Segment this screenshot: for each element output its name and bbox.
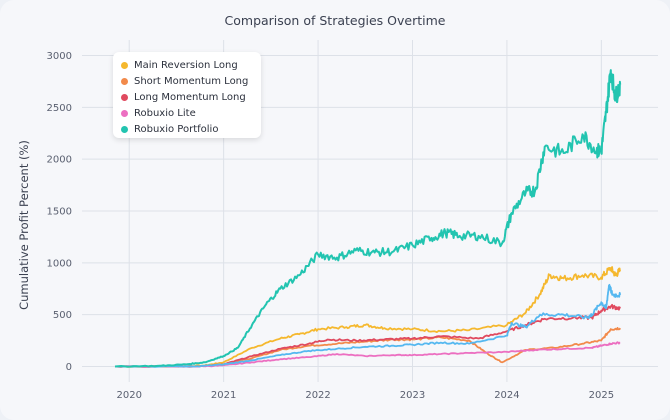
- legend-swatch: [121, 77, 128, 85]
- legend-swatch: [121, 109, 128, 117]
- y-tick-label: 3000: [47, 51, 72, 62]
- legend-item[interactable]: Main Reversion Long: [113, 57, 261, 73]
- y-tick-label: 1500: [47, 207, 72, 218]
- x-tick-label: 2023: [400, 390, 425, 401]
- legend-item[interactable]: Robuxio Lite: [113, 105, 261, 121]
- legend-item[interactable]: Long Momentum Long: [113, 89, 261, 105]
- x-tick-label: 2022: [305, 390, 330, 401]
- legend-label: Long Momentum Long: [134, 91, 246, 103]
- x-tick-label: 2020: [116, 390, 141, 401]
- y-tick-label: 0: [66, 362, 72, 373]
- legend-swatch: [121, 125, 128, 133]
- axis-ticks: 2020 2021 2022 2023 2024 2025 0 500 1000 1500 2000…: [47, 51, 615, 401]
- legend-label: Main Reversion Long: [134, 59, 238, 71]
- chart-title: Comparison of Strategies Overtime: [224, 13, 446, 28]
- series-line: [114, 283, 622, 368]
- x-tick-label: 2021: [211, 390, 236, 401]
- y-axis-label: Cumulative Profit Percent (%): [17, 140, 31, 310]
- series-line: [115, 341, 621, 368]
- legend[interactable]: Main Reversion Long Short Momentum Long Lo…: [113, 52, 261, 138]
- legend-swatch: [121, 93, 128, 101]
- legend-swatch: [121, 61, 128, 69]
- legend-item[interactable]: Robuxio Portfolio: [113, 121, 261, 137]
- series-line: [114, 69, 622, 368]
- series-line: [115, 266, 622, 368]
- y-tick-label: 500: [53, 310, 72, 321]
- legend-item[interactable]: Short Momentum Long: [113, 73, 261, 89]
- legend-label: Robuxio Lite: [134, 107, 196, 119]
- legend-label: Robuxio Portfolio: [134, 123, 219, 135]
- x-tick-label: 2024: [494, 390, 519, 401]
- y-tick-label: 1000: [47, 258, 72, 269]
- y-tick-label: 2500: [47, 103, 72, 114]
- series-layer: [114, 69, 622, 368]
- legend-label: Short Momentum Long: [134, 75, 249, 87]
- y-tick-label: 2000: [47, 155, 72, 166]
- x-tick-label: 2025: [589, 390, 614, 401]
